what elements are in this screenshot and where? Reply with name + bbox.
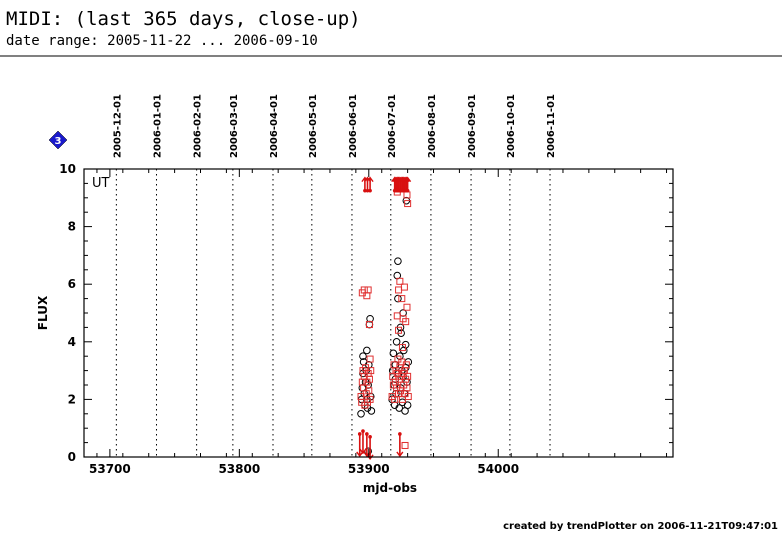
limit-arrow-head: [404, 176, 412, 183]
limit-arrow-head: [366, 176, 374, 183]
y-tick-label: 10: [59, 162, 76, 176]
lower-limit-arrow: [356, 432, 364, 458]
data-point-circle: [366, 314, 374, 323]
data-point-square: [365, 321, 373, 329]
date-marker-label: 2006-09-01: [467, 94, 478, 158]
lower-limit-arrow: [396, 432, 404, 458]
data-point-square: [401, 441, 409, 449]
data-point-square: [395, 286, 403, 294]
limit-arrow-head: [396, 451, 404, 458]
data-point-square: [404, 200, 412, 208]
data-point-circle: [367, 407, 376, 415]
data-point-square: [400, 283, 408, 291]
y-tick-label: 6: [68, 277, 76, 291]
data-point-square: [393, 312, 401, 320]
data-point-square: [364, 286, 372, 294]
date-marker-label: 2006-02-01: [193, 94, 204, 158]
y-axis-label: FLUX: [36, 295, 50, 330]
limit-arrow-head: [366, 454, 374, 461]
data-point-square: [367, 367, 375, 375]
data-point-circle: [392, 338, 401, 346]
date-marker-label: 2006-07-01: [387, 94, 398, 158]
limit-arrow-base: [405, 188, 410, 193]
date-marker-label: 2006-10-01: [506, 94, 517, 158]
page-subtitle: date range: 2005-11-22 ... 2006-09-10: [6, 33, 318, 49]
limit-arrow-base: [368, 188, 372, 193]
limit-arrow-base: [398, 432, 402, 436]
upper-limit-arrow: [366, 176, 374, 193]
date-marker-label: 2006-01-01: [152, 94, 163, 158]
footer-credit: created by trendPlotter on 2006-11-21T09…: [503, 521, 778, 532]
date-marker-label: 2006-11-01: [546, 94, 557, 158]
limit-arrow-base: [357, 432, 362, 436]
data-point-square: [402, 318, 410, 326]
data-point-circle: [359, 352, 367, 361]
data-point-circle: [395, 404, 404, 412]
data-point-square: [404, 372, 412, 380]
y-tick-label: 0: [68, 450, 76, 464]
x-tick-label: 54000: [477, 462, 519, 476]
data-point-square: [396, 277, 404, 285]
x-tick-label: 53800: [218, 462, 260, 476]
data-point-circle: [357, 410, 365, 418]
limit-arrow-base: [363, 188, 367, 193]
lower-limit-arrow: [366, 435, 374, 461]
data-point-square: [398, 344, 406, 352]
limit-arrow-base: [368, 435, 372, 439]
data-point-square: [403, 384, 411, 392]
limit-arrow-base: [365, 188, 370, 193]
data-point-circle: [389, 349, 398, 358]
x-axis-label: mjd-obs: [363, 481, 417, 495]
limit-arrow-base: [361, 429, 365, 433]
y-tick-label: 8: [68, 220, 76, 234]
limit-arrow-base: [365, 432, 369, 436]
page-title: MIDI: (last 365 days, close-up): [6, 8, 361, 30]
date-marker-label: 2005-12-01: [112, 94, 123, 158]
upper-limit-arrow: [404, 176, 412, 193]
data-point-square: [403, 303, 411, 311]
data-point-square: [404, 393, 412, 401]
data-point-square: [365, 387, 373, 395]
data-point-circle: [363, 346, 371, 355]
data-point-square: [398, 295, 406, 303]
corner-label: UT: [92, 176, 110, 191]
date-marker-label: 2006-05-01: [308, 94, 319, 158]
date-marker-label: 2006-04-01: [269, 94, 280, 158]
data-point-square: [402, 361, 410, 369]
lower-limit-arrow: [359, 429, 367, 455]
badge-icon: 3: [48, 130, 68, 150]
data-point-circle: [403, 401, 412, 409]
data-point-square: [366, 395, 374, 403]
limit-arrow-head: [359, 448, 367, 455]
data-point-circle: [394, 257, 402, 265]
limit-arrow-head: [356, 451, 364, 458]
y-tick-label: 2: [68, 392, 76, 406]
plot-frame: [83, 168, 674, 458]
date-marker-label: 2006-03-01: [229, 94, 240, 158]
x-tick-label: 53700: [89, 462, 131, 476]
data-point-square: [366, 355, 374, 363]
date-marker-label: 2006-08-01: [427, 94, 438, 158]
data-point-square: [395, 326, 403, 334]
data-point-square: [391, 395, 399, 403]
data-point-circle: [394, 294, 402, 303]
y-tick-label: 4: [68, 335, 76, 349]
x-tick-label: 53900: [348, 462, 390, 476]
badge-label: 3: [55, 136, 62, 147]
date-marker-label: 2006-06-01: [348, 94, 359, 158]
data-point-square: [365, 375, 373, 383]
